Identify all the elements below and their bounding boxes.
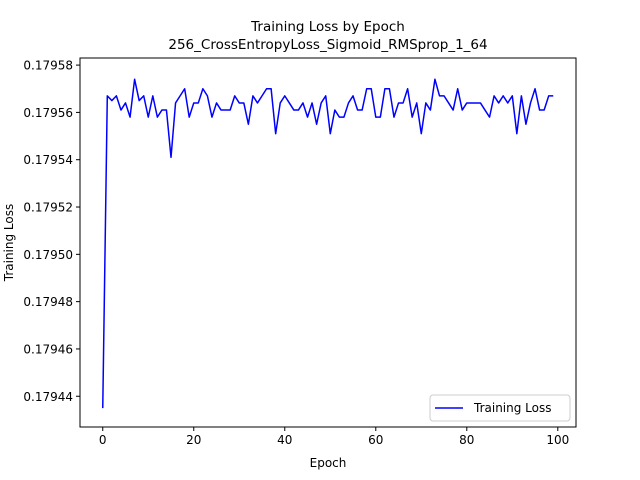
y-tick-label: 0.17948 [23, 295, 73, 309]
x-tick-label: 100 [546, 433, 569, 447]
x-tick-label: 0 [99, 433, 107, 447]
x-axis-ticks: 0 20 40 60 80 100 [99, 427, 569, 447]
x-tick-label: 20 [186, 433, 201, 447]
y-tick-label: 0.17954 [23, 153, 73, 167]
series-layer [102, 78, 554, 409]
chart-subtitle: 256_CrossEntropyLoss_Sigmoid_RMSprop_1_6… [168, 37, 487, 53]
x-tick-label: 40 [277, 433, 292, 447]
y-tick-label: 0.17956 [23, 106, 73, 120]
x-tick-label: 80 [459, 433, 474, 447]
chart-title: Training Loss by Epoch [250, 19, 405, 35]
y-tick-label: 0.17958 [23, 59, 73, 73]
y-tick-label: 0.17952 [23, 201, 73, 215]
plot-frame [79, 57, 577, 428]
y-tick-label: 0.17950 [23, 248, 73, 262]
x-tick-label: 60 [368, 433, 383, 447]
legend-label: Training Loss [473, 401, 551, 415]
y-tick-label: 0.17946 [23, 342, 73, 356]
y-axis-label: Training Loss [2, 204, 16, 282]
series-line [102, 78, 554, 409]
legend: Training Loss [429, 394, 571, 422]
y-axis-ticks: 0.17944 0.17946 0.17948 0.17950 0.17952 0.179… [23, 59, 80, 404]
y-tick-label: 0.17944 [23, 390, 73, 404]
legend-box [429, 394, 571, 422]
x-axis-label: Epoch [310, 456, 347, 470]
